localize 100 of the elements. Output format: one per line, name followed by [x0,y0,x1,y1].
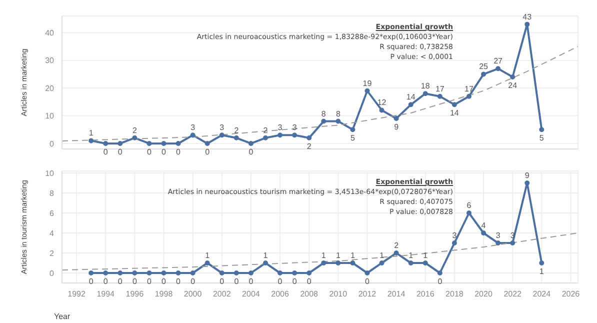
x-tick-label: 2020 [474,290,493,299]
data-label: 25 [479,62,489,72]
point [278,132,283,138]
point [176,140,181,146]
data-label: 3 [220,123,225,132]
data-label: 1 [336,251,341,260]
data-label: 0 [278,277,283,286]
y-tick-label: 0 [50,268,55,278]
point [539,260,544,266]
data-label: 4 [481,221,486,230]
data-label: 17 [464,84,474,94]
point [132,135,138,140]
data-label: 1 [423,251,428,260]
point [379,260,384,266]
point [336,118,341,124]
data-label: 18 [420,82,430,91]
data-label: 19 [362,78,372,88]
point [452,102,457,108]
point [132,270,138,276]
point [88,138,94,144]
data-label: 0 [190,277,196,286]
x-tick-label: 2006 [271,290,290,299]
point [146,270,152,276]
point [350,127,356,132]
data-label: 0 [118,147,123,156]
data-label: 1 [88,128,94,138]
x-tick-label: 1992 [68,290,86,299]
point [118,140,123,146]
y-tick-label: 20 [45,84,55,93]
x-tick-label: 2022 [504,290,522,299]
point [146,140,152,146]
data-label: 0 [438,277,443,286]
data-label: 6 [466,201,472,210]
y-tick-label: 10 [45,112,55,121]
point [176,270,181,276]
x-axis-title: Year [54,312,70,321]
point [496,240,501,246]
data-label: 0 [248,147,254,156]
point [103,140,108,146]
y-tick-label: 4 [50,228,55,238]
data-label: 5 [350,134,356,143]
x-tick-label: 2012 [358,290,377,299]
data-label: 0 [365,277,370,286]
point [278,270,283,276]
data-label: 0 [162,147,167,156]
point [234,270,239,276]
data-label: 1 [380,251,385,260]
point [510,74,516,80]
y-tick-label: 2 [50,248,55,258]
y-tick-label: 6 [50,208,55,218]
data-label: 2 [234,126,240,135]
data-label: 0 [220,277,225,286]
data-label: 1 [350,251,356,260]
x-tick-label: 2000 [184,290,202,299]
point [452,240,457,246]
point [496,66,501,72]
point [437,94,442,99]
point [408,102,414,108]
x-tick-label: 1998 [154,290,174,299]
data-label: 8 [336,109,341,118]
data-label: 0 [118,277,123,286]
data-label: 0 [292,277,298,286]
data-label: 1 [263,251,268,260]
point [234,135,239,140]
x-tick-label: 2002 [212,290,232,299]
point [321,260,326,266]
point [394,250,399,256]
point [248,270,254,276]
data-label: 1 [321,251,326,260]
data-label: 2 [306,142,312,151]
point [422,260,428,266]
point [422,91,428,96]
point [306,135,312,140]
data-label: 14 [450,108,460,118]
x-tick-label: 1996 [126,290,144,299]
point [437,270,442,276]
point [219,132,224,138]
data-label: 0 [103,147,108,156]
point [262,135,268,140]
x-tick-label: 2010 [329,290,348,299]
x-tick-label: 1994 [96,290,116,299]
point [408,260,414,266]
data-label: 9 [524,171,530,180]
data-label: 0 [248,277,254,286]
point [364,88,370,94]
point [161,270,166,276]
line-series [62,46,578,142]
line-series [62,232,578,270]
point [524,180,530,186]
data-label: 0 [234,277,240,286]
data-label: 24 [508,80,518,90]
point [219,270,224,276]
y-tick-label: 10 [45,168,55,178]
data-label: 1 [205,251,210,260]
data-label: 12 [377,98,387,108]
point [292,270,298,276]
data-label: 3 [452,231,458,240]
point [306,270,312,276]
y-tick-label: 0 [50,139,55,148]
point [466,210,472,216]
